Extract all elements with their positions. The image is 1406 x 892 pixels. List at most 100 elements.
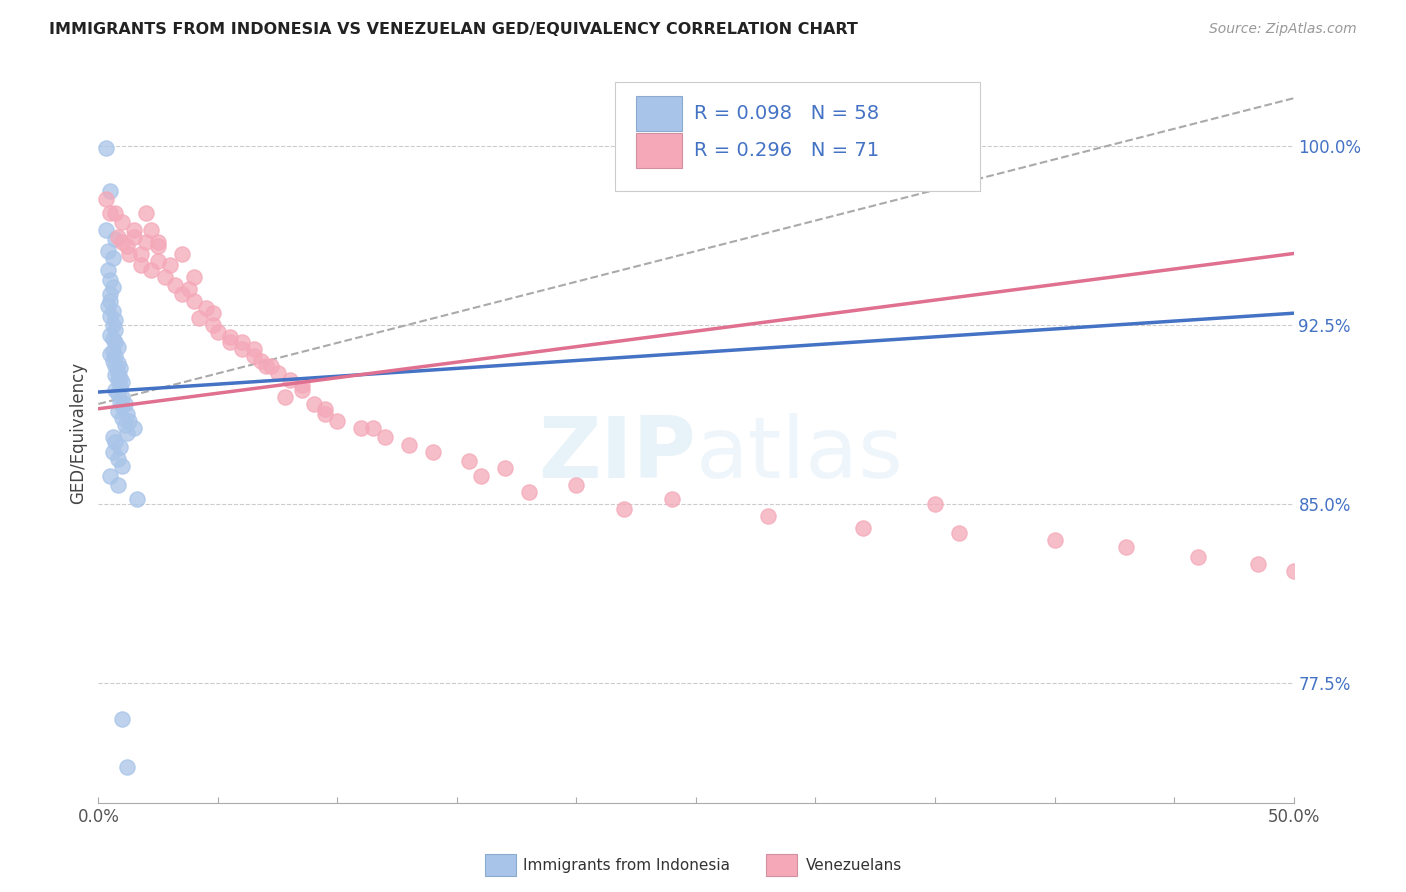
Point	[98, 309, 122, 323]
Point	[250, 354, 273, 368]
Point	[101, 318, 124, 333]
Point	[243, 349, 266, 363]
Point	[187, 310, 209, 325]
Point	[202, 318, 225, 333]
Point	[111, 215, 134, 229]
Point	[107, 404, 129, 418]
Point	[115, 239, 138, 253]
Point	[172, 246, 194, 260]
Point	[1247, 557, 1270, 571]
Point	[1282, 564, 1305, 578]
Point	[98, 327, 122, 342]
Point	[114, 397, 136, 411]
Point	[98, 273, 122, 287]
Point	[124, 421, 146, 435]
Point	[1115, 541, 1137, 555]
Point	[107, 229, 129, 244]
Point	[274, 390, 297, 404]
Point	[97, 263, 120, 277]
Point	[107, 366, 129, 380]
Point	[111, 458, 134, 473]
Point	[98, 347, 122, 361]
Point	[108, 440, 131, 454]
Point	[159, 259, 181, 273]
Point	[101, 252, 124, 266]
Point	[148, 235, 170, 249]
Point	[948, 525, 970, 540]
Point	[111, 400, 134, 414]
Point	[118, 246, 141, 260]
Point	[101, 430, 124, 444]
Text: Venezuelans: Venezuelans	[806, 858, 901, 872]
Point	[179, 282, 201, 296]
Point	[108, 361, 131, 376]
Point	[111, 411, 134, 425]
Point	[118, 414, 141, 428]
Point	[183, 294, 205, 309]
Point	[139, 263, 162, 277]
Point	[111, 390, 134, 404]
Point	[124, 222, 146, 236]
Point	[135, 235, 157, 249]
Point	[291, 377, 314, 392]
Point	[115, 760, 138, 774]
Point	[172, 287, 194, 301]
Point	[259, 359, 281, 373]
Point	[107, 373, 129, 387]
Point	[422, 444, 444, 458]
Y-axis label: GED/Equivalency: GED/Equivalency	[69, 361, 87, 504]
Point	[565, 478, 588, 492]
Point	[202, 306, 225, 320]
Point	[231, 342, 253, 356]
Point	[101, 354, 124, 368]
Point	[97, 299, 120, 313]
Point	[104, 368, 127, 383]
Point	[278, 373, 301, 387]
Point	[108, 370, 131, 384]
Point	[94, 222, 117, 236]
Point	[661, 492, 683, 507]
Point	[104, 206, 127, 220]
Point	[924, 497, 946, 511]
Point	[195, 301, 218, 316]
Point	[315, 407, 337, 421]
Point	[267, 366, 290, 380]
Point	[98, 206, 122, 220]
Point	[291, 383, 314, 397]
Point	[115, 407, 138, 421]
Point	[104, 349, 127, 363]
Text: ZIP: ZIP	[538, 413, 696, 496]
Point	[104, 383, 127, 397]
Point	[254, 359, 277, 373]
Point	[104, 313, 127, 327]
Point	[101, 444, 124, 458]
Point	[111, 235, 134, 249]
Point	[104, 232, 127, 246]
Point	[124, 229, 146, 244]
Point	[111, 712, 134, 726]
Point	[101, 344, 124, 359]
Point	[183, 270, 205, 285]
Text: R = 0.296   N = 71: R = 0.296 N = 71	[693, 141, 879, 160]
Point	[302, 397, 325, 411]
Point	[231, 334, 253, 349]
FancyBboxPatch shape	[637, 95, 682, 131]
Point	[1187, 549, 1209, 564]
Text: Source: ZipAtlas.com: Source: ZipAtlas.com	[1209, 22, 1357, 37]
Point	[101, 333, 124, 347]
Point	[94, 141, 117, 155]
FancyBboxPatch shape	[614, 82, 980, 191]
Point	[243, 342, 266, 356]
Point	[350, 421, 373, 435]
Point	[107, 356, 129, 370]
Text: IMMIGRANTS FROM INDONESIA VS VENEZUELAN GED/EQUIVALENCY CORRELATION CHART: IMMIGRANTS FROM INDONESIA VS VENEZUELAN …	[49, 22, 858, 37]
Text: Immigrants from Indonesia: Immigrants from Indonesia	[523, 858, 730, 872]
Point	[101, 280, 124, 294]
Point	[98, 185, 122, 199]
Point	[97, 244, 120, 259]
Point	[315, 401, 337, 416]
Point	[108, 380, 131, 394]
Point	[104, 334, 127, 349]
Point	[115, 425, 138, 440]
Point	[114, 418, 136, 433]
